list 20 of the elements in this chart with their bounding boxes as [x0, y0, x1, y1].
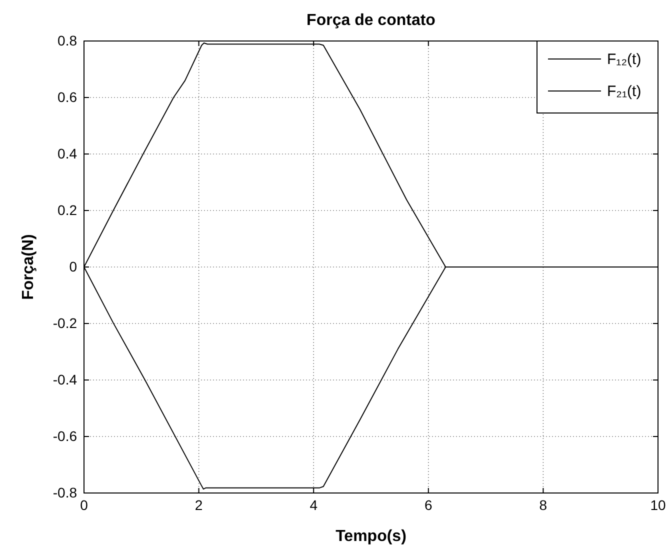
y-tick-label: -0.8 — [52, 484, 78, 500]
x-axis-title: Tempo(s) — [336, 528, 406, 545]
y-tick-label: -0.4 — [52, 371, 78, 388]
legend-label: F₁₂(t) — [607, 51, 642, 68]
y-tick-label: 0 — [69, 258, 78, 274]
x-tick-label: 8 — [539, 496, 548, 513]
chart-title: Força de contato — [306, 12, 436, 29]
y-tick-label: -0.2 — [52, 314, 78, 331]
y-tick-label: 0.6 — [58, 88, 78, 105]
y-tick-label: 0.4 — [58, 145, 78, 162]
y-axis-title: Força(N) — [20, 234, 37, 300]
x-tick-label: 6 — [424, 496, 432, 513]
x-tick-label: 10 — [650, 496, 666, 513]
x-tick-label: 4 — [310, 496, 318, 513]
y-tick-label: 0.8 — [58, 32, 78, 48]
x-tick-label: 0 — [80, 496, 88, 513]
y-tick-label: -0.6 — [52, 428, 78, 444]
x-tick-label: 2 — [194, 496, 203, 513]
legend-label: F₂₁(t) — [607, 83, 642, 100]
y-tick-label: 0.2 — [58, 202, 78, 218]
